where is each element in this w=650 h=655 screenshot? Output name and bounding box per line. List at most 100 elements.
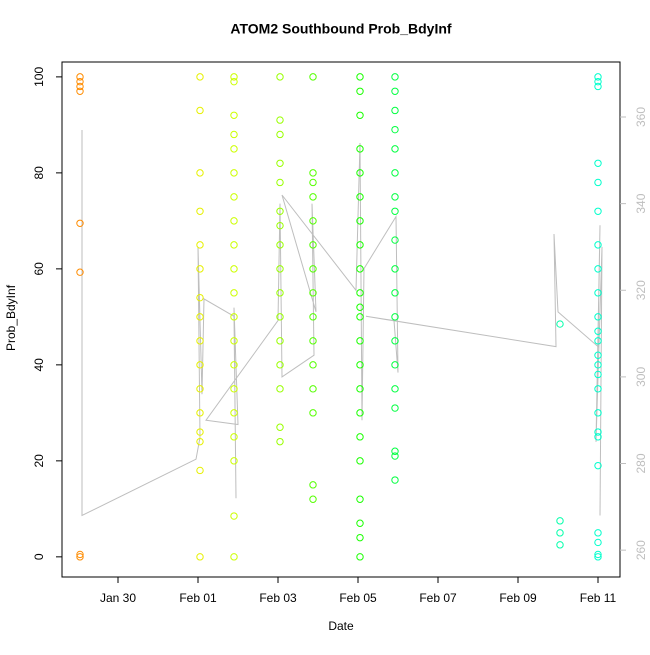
point	[594, 241, 602, 249]
point	[391, 337, 399, 345]
point	[356, 73, 364, 81]
point	[391, 265, 399, 273]
y2-tick-label: 320	[634, 280, 648, 300]
point	[230, 77, 238, 86]
point	[309, 241, 317, 249]
point	[356, 361, 364, 369]
point	[196, 466, 204, 475]
point	[230, 361, 238, 369]
point	[76, 73, 84, 81]
point	[309, 385, 317, 393]
point	[391, 193, 399, 201]
point	[309, 178, 317, 187]
point	[391, 476, 399, 484]
point	[594, 385, 602, 393]
point	[391, 125, 399, 134]
point	[356, 265, 364, 273]
point	[556, 529, 564, 537]
point	[594, 337, 602, 345]
point	[356, 193, 364, 201]
point	[196, 73, 204, 81]
point	[356, 385, 364, 393]
point	[230, 433, 238, 441]
point	[356, 169, 364, 177]
point	[230, 512, 238, 520]
point	[196, 293, 204, 302]
point	[594, 409, 602, 417]
point	[356, 433, 364, 441]
point	[356, 289, 364, 297]
point	[309, 289, 317, 297]
point	[391, 207, 399, 215]
y2-tick-label: 300	[634, 367, 648, 387]
plot-frame	[61, 61, 621, 578]
point	[230, 193, 238, 201]
point	[356, 145, 364, 153]
point	[76, 219, 84, 227]
point	[309, 481, 317, 489]
point	[276, 361, 284, 369]
point	[230, 313, 238, 321]
y-tick-label: 100	[32, 67, 46, 87]
point	[356, 495, 364, 503]
point	[594, 370, 602, 379]
point	[196, 553, 204, 561]
y-tick-label: 60	[32, 262, 46, 276]
point	[309, 409, 317, 417]
y2-line	[81, 130, 603, 517]
point	[391, 361, 399, 369]
y-tick-label: 20	[32, 454, 46, 468]
point	[230, 553, 238, 561]
y-axis-label: Prob_BdyInf	[4, 284, 18, 351]
point	[230, 130, 238, 139]
point	[391, 404, 399, 412]
point	[356, 337, 364, 345]
y-tick-label: 40	[32, 358, 46, 372]
point	[76, 268, 84, 276]
point	[76, 550, 84, 559]
x-tick-label: Jan 30	[100, 591, 136, 605]
point	[356, 111, 364, 119]
point	[196, 385, 204, 393]
point	[196, 437, 204, 446]
point	[594, 207, 602, 215]
point	[276, 313, 284, 321]
point	[594, 538, 602, 547]
point	[594, 313, 602, 321]
point	[356, 409, 364, 417]
point	[230, 385, 238, 393]
point	[230, 145, 238, 153]
point	[356, 303, 364, 311]
point	[356, 553, 364, 561]
point	[309, 73, 317, 81]
point	[276, 116, 284, 124]
point	[276, 385, 284, 393]
point	[309, 313, 317, 321]
y-tick-label: 80	[32, 166, 46, 180]
point	[594, 73, 602, 81]
y2-tick-label: 260	[634, 540, 648, 560]
point	[230, 457, 238, 465]
point	[391, 452, 399, 460]
point	[391, 385, 399, 393]
point	[594, 553, 602, 561]
point	[391, 236, 399, 244]
point	[196, 265, 204, 273]
point	[309, 217, 317, 225]
point	[594, 550, 602, 559]
point	[276, 423, 284, 431]
point	[594, 82, 602, 91]
point	[356, 519, 364, 527]
point	[594, 529, 602, 537]
point	[276, 289, 284, 297]
point	[276, 437, 284, 446]
point	[230, 409, 238, 417]
point	[356, 241, 364, 249]
point	[276, 265, 284, 273]
point	[391, 73, 399, 81]
point	[309, 193, 317, 201]
point	[196, 337, 204, 345]
point	[276, 337, 284, 345]
point	[356, 87, 364, 95]
